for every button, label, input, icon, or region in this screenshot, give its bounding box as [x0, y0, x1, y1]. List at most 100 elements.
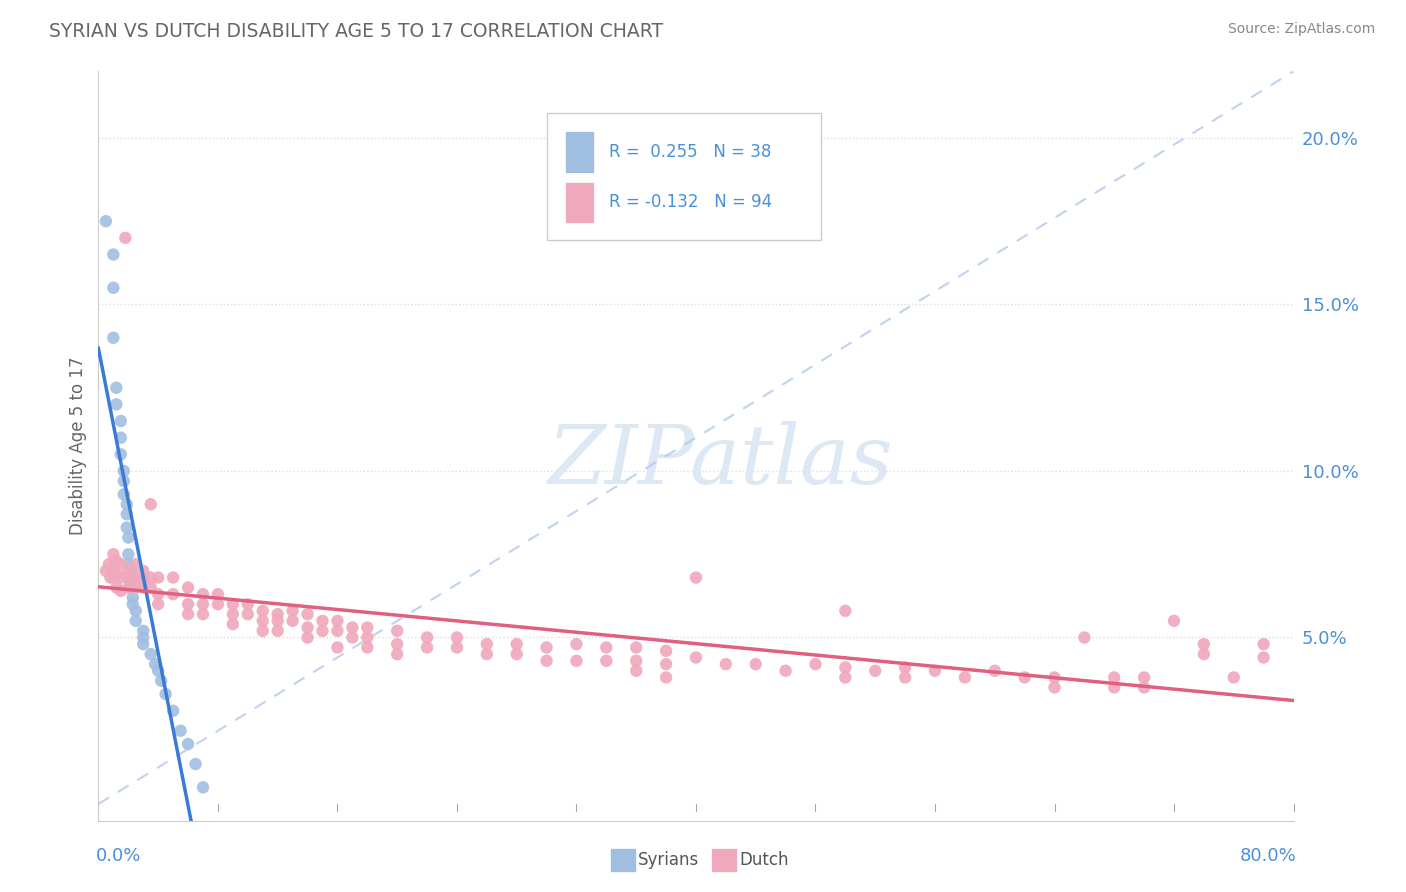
Point [1014, 670, 1036, 684]
Point [267, 624, 290, 638]
Point [114, 231, 136, 245]
Point [177, 581, 200, 595]
Point [117, 531, 139, 545]
FancyBboxPatch shape [547, 112, 821, 240]
Point [1192, 647, 1215, 661]
Point [115, 497, 138, 511]
Point [121, 591, 143, 605]
Text: SYRIAN VS DUTCH DISABILITY AGE 5 TO 17 CORRELATION CHART: SYRIAN VS DUTCH DISABILITY AGE 5 TO 17 C… [49, 22, 664, 41]
Point [775, 664, 797, 678]
Point [385, 647, 409, 661]
Point [184, 757, 207, 772]
Point [252, 614, 274, 628]
Point [311, 624, 333, 638]
Point [94, 564, 117, 578]
Point [745, 657, 768, 672]
Point [297, 607, 319, 622]
Point [655, 644, 678, 658]
Text: R =  0.255   N = 38: R = 0.255 N = 38 [609, 143, 770, 161]
Point [506, 647, 529, 661]
Point [110, 431, 132, 445]
Point [1104, 670, 1126, 684]
Point [475, 647, 498, 661]
Point [125, 614, 148, 628]
Point [105, 567, 128, 582]
Point [356, 640, 378, 655]
Point [655, 657, 678, 672]
Point [595, 640, 617, 655]
Point [222, 617, 245, 632]
Point [105, 397, 128, 411]
Point [103, 247, 125, 261]
Point [1163, 614, 1185, 628]
Point [326, 624, 349, 638]
Point [267, 607, 290, 622]
Point [139, 497, 162, 511]
Point [222, 597, 245, 611]
Bar [565, 131, 595, 172]
Point [655, 670, 678, 684]
Point [191, 587, 214, 601]
Point [984, 664, 1007, 678]
Point [1073, 631, 1095, 645]
Point [236, 607, 259, 622]
Point [103, 570, 125, 584]
Point [148, 570, 170, 584]
Point [177, 737, 200, 751]
Point [1253, 637, 1275, 651]
Point [894, 670, 917, 684]
Point [110, 447, 132, 461]
Point [1253, 650, 1275, 665]
Point [103, 281, 125, 295]
Point [207, 597, 229, 611]
Point [565, 654, 588, 668]
Point [110, 414, 132, 428]
Text: Syrians: Syrians [638, 851, 700, 869]
Point [150, 673, 173, 688]
Point [132, 631, 155, 645]
Point [120, 564, 142, 578]
Point [139, 647, 162, 661]
Point [148, 664, 170, 678]
Point [162, 704, 184, 718]
Point [311, 614, 333, 628]
Point [120, 581, 142, 595]
Point [595, 654, 617, 668]
Point [103, 564, 125, 578]
Point [139, 570, 162, 584]
Point [112, 474, 135, 488]
Point [834, 660, 856, 674]
Point [117, 570, 139, 584]
Point [297, 620, 319, 634]
Point [281, 604, 304, 618]
Point [326, 614, 349, 628]
Point [148, 597, 170, 611]
Point [385, 624, 409, 638]
Point [626, 640, 648, 655]
Text: ZIPatlas: ZIPatlas [547, 421, 893, 501]
Point [117, 547, 139, 561]
Point [834, 604, 856, 618]
Text: 80.0%: 80.0% [1240, 847, 1296, 865]
Point [191, 607, 214, 622]
Point [132, 624, 155, 638]
Point [112, 487, 135, 501]
Point [865, 664, 887, 678]
Point [112, 464, 135, 478]
Point [162, 570, 184, 584]
Text: R = -0.132   N = 94: R = -0.132 N = 94 [609, 193, 772, 211]
Point [685, 650, 707, 665]
Text: Dutch: Dutch [740, 851, 789, 869]
Point [1043, 681, 1066, 695]
Point [103, 547, 125, 561]
Point [155, 687, 177, 701]
Point [536, 654, 558, 668]
Point [416, 640, 439, 655]
Point [117, 558, 139, 572]
Point [297, 631, 319, 645]
Point [132, 581, 155, 595]
Point [169, 723, 191, 738]
Point [207, 587, 229, 601]
Point [416, 631, 439, 645]
Point [115, 520, 138, 534]
